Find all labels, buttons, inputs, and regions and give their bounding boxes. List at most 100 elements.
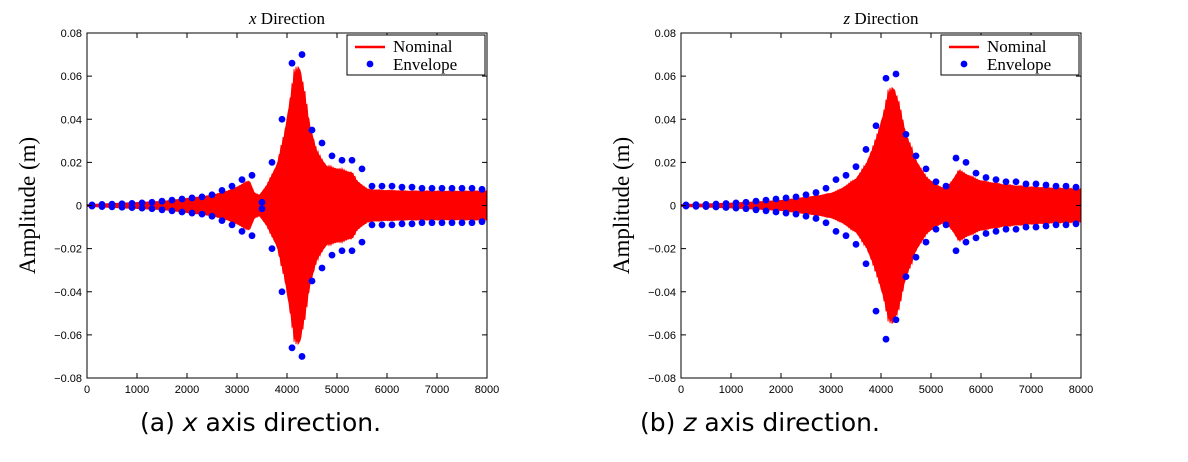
chart-z-direction: 0 1000 2000 3000 4000 5000 6000 7000 8000 0.08 0.0… (609, 9, 1093, 396)
envelope-point (972, 234, 980, 242)
y-tick-label: 0.06 (655, 71, 676, 83)
envelope-point (962, 158, 970, 166)
envelope-point (358, 165, 366, 173)
envelope-point (912, 253, 920, 261)
envelope-point (1022, 180, 1030, 188)
caption-a: (a) x axis direction. (140, 408, 381, 437)
envelope-point (982, 174, 990, 181)
envelope-point (398, 220, 406, 228)
y-tick-label: 0.02 (655, 157, 676, 169)
y-tick-label: −0.04 (54, 287, 82, 299)
envelope-point (478, 218, 486, 226)
envelope-point (158, 197, 166, 205)
envelope-point (702, 203, 710, 210)
envelope-point (832, 176, 840, 184)
y-tick-label: 0.02 (61, 157, 82, 169)
envelope-point (1032, 180, 1040, 188)
envelope-point (732, 204, 740, 212)
y-tick-label: 0 (76, 201, 82, 213)
chart-title-rest: Direction (261, 9, 326, 28)
chart-title-var: z (842, 9, 854, 28)
caption-a-rest: axis direction. (197, 408, 382, 437)
envelope-point (458, 184, 466, 192)
envelope-point (902, 130, 910, 138)
x-tick-label: 8000 (475, 384, 499, 396)
envelope-point (782, 194, 790, 202)
envelope-point (1072, 183, 1080, 191)
legend-envelope-swatch (960, 60, 968, 68)
envelope-point (138, 199, 146, 207)
legend-nominal-label: Nominal (987, 37, 1047, 56)
envelope-point (742, 198, 750, 206)
envelope-point (1042, 181, 1050, 189)
y-tick-label: −0.04 (648, 287, 676, 299)
envelope-point (752, 197, 760, 205)
x-tick-label: 2000 (769, 384, 793, 396)
envelope-point (478, 185, 486, 193)
envelope-point (862, 146, 870, 153)
envelope-point (138, 204, 146, 212)
envelope-point (982, 230, 990, 237)
envelope-point (418, 219, 426, 227)
envelope-point (792, 193, 800, 201)
chart-x-direction: 0 1000 2000 3000 4000 5000 6000 7000 8000 0.08 0.0… (15, 9, 499, 396)
legend-envelope-swatch (366, 60, 374, 68)
envelope-point (108, 203, 116, 211)
envelope-point (148, 205, 156, 213)
y-tick-label: −0.08 (54, 373, 82, 385)
caption-b-prefix: (b) (640, 408, 684, 437)
x-tick-label: 8000 (1069, 384, 1093, 396)
envelope-point (992, 176, 1000, 184)
envelope-point (902, 273, 910, 281)
envelope-point (822, 219, 830, 227)
legend-nominal-label: Nominal (393, 37, 453, 56)
x-tick-label: 6000 (375, 384, 399, 396)
envelope-point (852, 240, 860, 248)
envelope-point (198, 193, 206, 201)
envelope-point (148, 198, 156, 206)
envelope-point (298, 353, 306, 360)
envelope-point (348, 247, 356, 255)
envelope-point (922, 165, 930, 173)
envelope-point (368, 221, 376, 229)
envelope-point (238, 227, 246, 235)
envelope-point (952, 247, 960, 255)
y-tick-label: 0.06 (61, 71, 82, 83)
x-tick-label: 3000 (819, 384, 843, 396)
envelope-point (1072, 220, 1080, 228)
envelope-point (428, 219, 436, 227)
envelope-point (288, 344, 296, 352)
y-tick-label: 0.08 (61, 28, 82, 40)
envelope-point (328, 251, 336, 259)
caption-a-prefix: (a) (140, 408, 183, 437)
envelope-point (278, 115, 286, 123)
envelope-point (368, 182, 376, 190)
envelope-point (912, 152, 920, 160)
x-tick-label: 0 (678, 384, 684, 396)
x-tick-label: 5000 (919, 384, 943, 396)
envelope-point (218, 187, 226, 194)
caption-a-var: x (182, 408, 198, 437)
envelope-point (1002, 178, 1010, 186)
envelope-point (932, 178, 940, 186)
envelope-point (398, 183, 406, 191)
envelope-point (832, 227, 840, 235)
x-tick-label: 7000 (1019, 384, 1043, 396)
envelope-point (348, 156, 356, 164)
envelope-point (438, 219, 446, 227)
envelope-point (862, 260, 870, 268)
envelope-point (892, 70, 900, 78)
envelope-point (782, 209, 790, 217)
envelope-point (872, 307, 880, 315)
envelope-point (118, 203, 126, 211)
x-tick-label: 1000 (125, 384, 149, 396)
y-tick-label: 0.04 (655, 114, 676, 126)
envelope-point (158, 206, 166, 214)
envelope-point (188, 209, 196, 217)
envelope-point (278, 288, 286, 296)
envelope-point (338, 247, 346, 255)
envelope-point (1012, 178, 1020, 186)
envelope-point (882, 335, 890, 343)
envelope-point (218, 217, 226, 224)
envelope-point (682, 202, 690, 210)
